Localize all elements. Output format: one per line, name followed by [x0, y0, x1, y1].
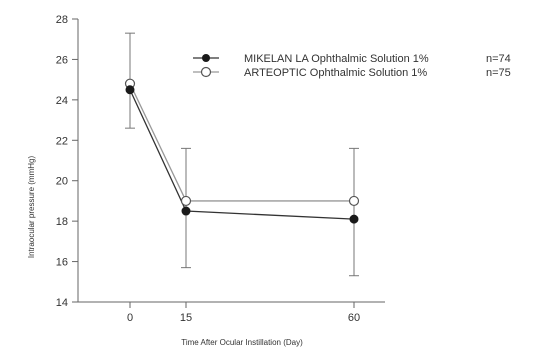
legend-marker-filled	[202, 54, 210, 62]
x-axis-title: Time After Ocular Instillation (Day)	[181, 338, 303, 347]
y-axis-title: Intraocular pressure (mmHg)	[27, 156, 36, 259]
y-tick-label: 16	[56, 257, 68, 269]
y-tick-label: 18	[56, 216, 68, 228]
data-point-mikelan	[349, 214, 359, 224]
data-points	[124, 78, 360, 224]
x-axis-ticks: 0 15 60	[127, 302, 360, 324]
y-tick-label: 14	[56, 297, 68, 309]
data-point-arteoptic	[348, 195, 360, 207]
x-tick-label: 0	[127, 312, 133, 324]
legend: MIKELAN LA Ophthalmic Solution 1% n=74 ART…	[193, 53, 511, 79]
legend-n-label: n=74	[486, 53, 511, 65]
x-tick-label: 15	[180, 312, 192, 324]
legend-n-label: n=75	[486, 67, 511, 79]
legend-marker-open	[200, 66, 212, 78]
data-point-arteoptic	[180, 195, 192, 207]
y-tick-label: 24	[56, 95, 68, 107]
y-tick-label: 20	[56, 176, 68, 188]
x-tick-label: 60	[348, 312, 360, 324]
data-point-mikelan	[125, 85, 135, 95]
y-tick-label: 22	[56, 135, 68, 147]
legend-label: MIKELAN LA Ophthalmic Solution 1%	[244, 53, 429, 65]
data-point-mikelan	[181, 206, 191, 216]
legend-label: ARTEOPTIC Ophthalmic Solution 1%	[244, 67, 427, 79]
series-lines	[129, 83, 355, 220]
y-tick-label: 26	[56, 54, 68, 66]
y-axis-ticks: 14 16 18 20 22 24 26 28	[56, 14, 78, 309]
axes	[77, 19, 385, 303]
series-line-arteoptic	[129, 83, 354, 202]
y-tick-label: 28	[56, 14, 68, 26]
